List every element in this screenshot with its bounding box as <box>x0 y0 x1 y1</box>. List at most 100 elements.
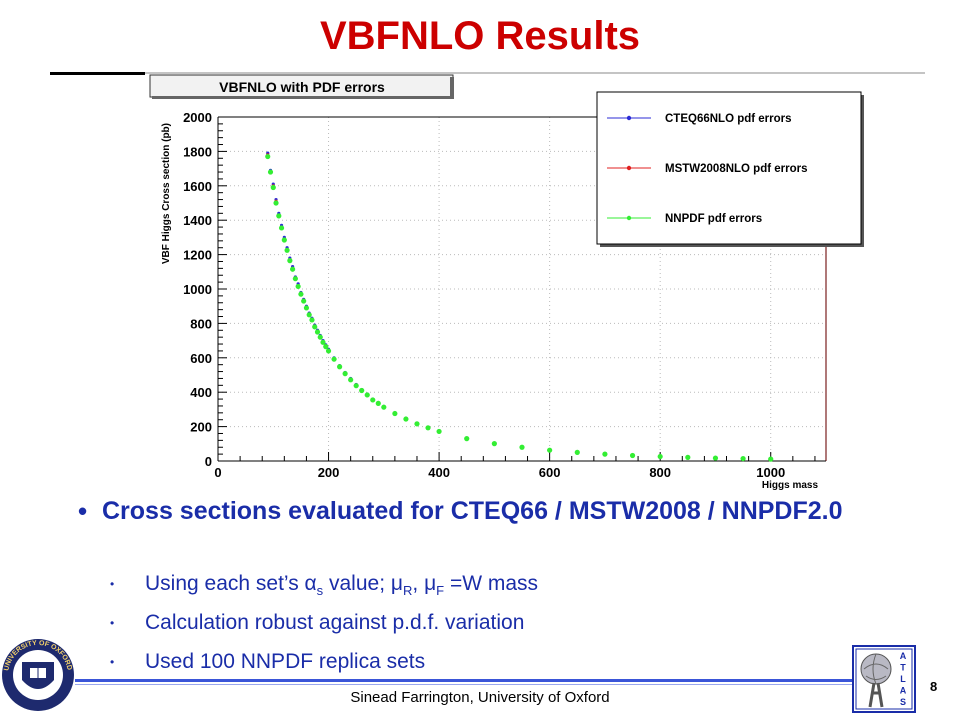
data-point <box>403 416 409 422</box>
data-point <box>265 153 271 160</box>
data-point <box>414 421 420 427</box>
page-number: 8 <box>930 679 938 694</box>
footer-divider-shadow <box>75 684 865 685</box>
data-point <box>281 237 287 243</box>
alpha-subscript: s <box>316 583 324 599</box>
y-tick-label: 600 <box>190 351 212 366</box>
data-point <box>425 425 431 431</box>
footer-divider <box>75 679 865 682</box>
data-point <box>306 312 312 318</box>
y-tick-label: 1000 <box>183 282 212 297</box>
data-point <box>353 383 359 389</box>
legend-swatch-marker <box>626 215 632 221</box>
data-point <box>348 377 354 383</box>
sub-bullet-dot: • <box>110 655 115 669</box>
data-point <box>284 247 290 253</box>
legend-entry: MSTW2008NLO pdf errors <box>665 163 808 175</box>
data-point <box>270 184 276 191</box>
atlas-letter: S <box>900 697 906 707</box>
cross-section-chart: VBFNLO with PDF errors 0 200 400 600 800 1000… <box>145 72 925 492</box>
data-point <box>312 324 318 330</box>
legend: CTEQ66NLO pdf errors MSTW2008NLO pdf erro… <box>596 91 864 247</box>
mu-f-subscript: F <box>436 583 445 599</box>
data-point <box>301 298 307 304</box>
x-tick-label: 800 <box>649 465 671 480</box>
data-point <box>364 392 370 398</box>
data-point <box>370 397 376 403</box>
data-point <box>381 404 387 410</box>
sub1-sep: , <box>412 572 425 595</box>
main-bullet: • Cross sections evaluated for CTEQ66 / … <box>78 493 918 529</box>
mu-f-symbol: μ <box>424 572 437 595</box>
sub-bullet-1-text: Using each set’s αs value; μR, μF =W mas… <box>145 572 539 599</box>
x-tick-label: 0 <box>214 465 221 480</box>
data-point <box>287 258 293 264</box>
data-point <box>519 444 525 450</box>
data-point <box>629 452 636 459</box>
data-point <box>317 334 323 340</box>
data-point <box>303 305 310 311</box>
y-tick-label: 800 <box>190 316 212 331</box>
atlas-letter: T <box>900 663 906 673</box>
sub1-post: =W mass <box>444 572 539 595</box>
y-tick-label: 400 <box>190 385 212 400</box>
sub-bullet-dot: • <box>110 577 115 591</box>
data-point <box>464 436 470 442</box>
sub-bullet-3-text: Used 100 NNPDF replica sets <box>145 650 426 673</box>
data-point <box>278 225 285 231</box>
sub-bullet-2-text: Calculation robust against p.d.f. variat… <box>145 611 525 634</box>
data-point <box>740 455 746 462</box>
data-point <box>491 441 497 447</box>
data-point <box>267 169 274 175</box>
data-point <box>392 410 398 417</box>
y-tick-label: 1200 <box>183 248 212 263</box>
alpha-symbol: α <box>304 572 317 595</box>
sub-bullet-3: • Used 100 NNPDF replica sets <box>110 650 425 674</box>
data-point <box>337 364 343 370</box>
data-point <box>547 447 553 453</box>
x-axis-label: Higgs mass <box>762 480 819 491</box>
sub-bullet-dot: • <box>110 616 115 630</box>
data-point <box>331 356 337 362</box>
y-tick-label: 1800 <box>183 144 212 159</box>
data-point <box>712 455 719 461</box>
sub1-mid: value; <box>323 572 391 595</box>
data-point <box>276 213 282 219</box>
data-point <box>295 283 301 290</box>
data-point <box>292 276 298 282</box>
sub1-pre: Using each set’s <box>145 572 305 595</box>
bullet-dot: • <box>78 496 88 526</box>
main-bullet-text: Cross sections evaluated for CTEQ66 / MS… <box>102 497 843 525</box>
atlas-letter: A <box>900 686 907 696</box>
data-points <box>265 151 774 462</box>
legend-swatch-marker <box>626 115 632 121</box>
data-point <box>342 371 348 377</box>
series-2 <box>265 153 774 462</box>
x-tick-label: 600 <box>539 465 561 480</box>
mu-r-subscript: R <box>403 583 413 599</box>
data-point <box>685 454 691 460</box>
y-tick-label: 2000 <box>183 110 212 125</box>
data-point <box>273 200 279 206</box>
mu-r-symbol: μ <box>390 572 403 595</box>
chart-title-box: VBFNLO with PDF errors <box>149 74 454 99</box>
atlas-letter: A <box>900 651 907 661</box>
atlas-inner-frame <box>855 648 913 710</box>
axes: 0 200 400 600 800 1000 0 200 400 600 800 1000 1200 14… <box>161 110 826 491</box>
y-tick-label: 200 <box>190 420 212 435</box>
chart-title: VBFNLO with PDF errors <box>219 79 385 95</box>
sub-bullet-2: • Calculation robust against p.d.f. vari… <box>110 611 524 635</box>
sub-bullet-1: • Using each set’s αs value; μR, μF =W m… <box>110 572 538 598</box>
y-tick-label: 0 <box>205 454 212 469</box>
data-point <box>323 344 329 350</box>
data-point <box>436 428 442 435</box>
data-point <box>768 456 774 462</box>
y-tick-label: 1600 <box>183 179 212 194</box>
atlas-letter: L <box>900 674 906 684</box>
slide-title: VBFNLO Results <box>319 14 641 58</box>
data-point <box>309 317 315 323</box>
y-axis-label: VBF Higgs Cross section (pb) <box>161 123 172 264</box>
legend-entry: NNPDF pdf errors <box>665 213 762 225</box>
